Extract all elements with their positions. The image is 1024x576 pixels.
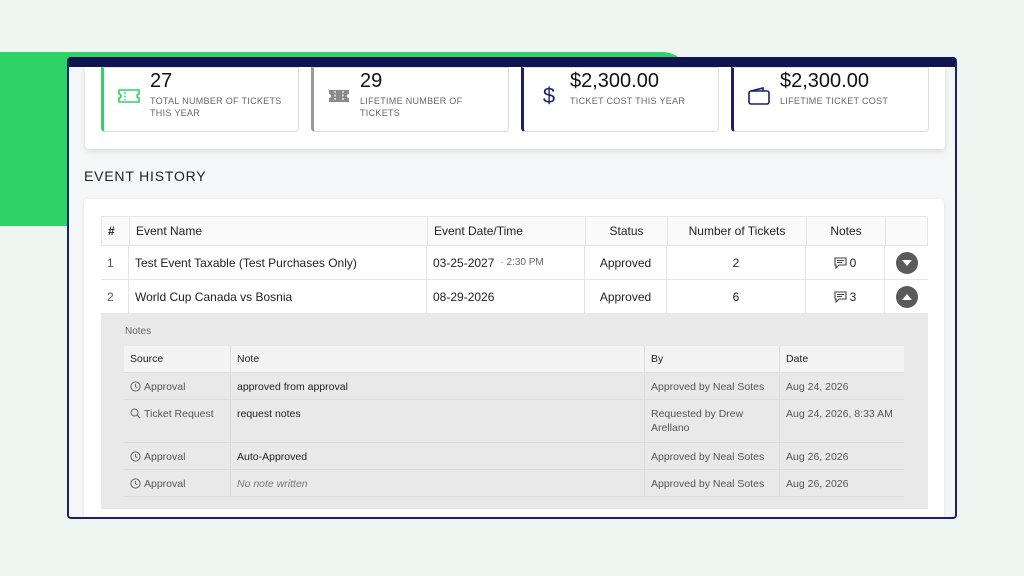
tickets-icon [326,84,352,108]
stat-label: LIFETIME NUMBER OF TICKETS [360,96,463,118]
note-author: Requested by Drew Arellano [645,400,780,442]
note-source: Approval [124,373,231,399]
stat-card-lifetime-tickets: 29 LIFETIME NUMBER OF TICKETS [311,67,509,132]
note-source: Approval [124,470,231,496]
column-header-actions [886,217,929,245]
event-date-value: 03-25-2027 [433,255,495,270]
notes-header-row: Source Note By Date [124,346,904,373]
note-row: Ticket Request request notes Requested b… [124,400,904,443]
row-number: 2 [101,280,129,313]
column-header: Number of Tickets [668,217,807,245]
event-name: World Cup Canada vs Bosnia [129,280,427,313]
column-header: By [645,346,780,372]
note-source-label: Approval [144,381,186,393]
note-source-label: Ticket Request [144,408,214,420]
ticket-count: 2 [667,246,806,279]
event-status: Approved [585,280,667,313]
expand-row-button[interactable] [895,251,918,274]
stat-card-lifetime-cost: $2,300.00 LIFETIME TICKET COST [731,67,929,132]
notes-count: 0 [806,246,885,279]
note-date: Aug 24, 2026 [786,381,849,393]
note-source: Ticket Request [124,400,231,442]
note-author: Approved by Neal Sotes [645,443,780,469]
note-text: request notes [231,400,645,442]
stat-label: TICKET COST THIS YEAR [570,96,686,106]
column-header: Source [124,346,231,372]
notes-count-value: 0 [849,255,857,270]
event-time: · 2:30 PM [500,257,544,268]
note-date: Aug 26, 2026 [786,451,849,463]
stat-label: LIFETIME TICKET COST [780,96,889,106]
chevron-down-icon [901,259,912,266]
comment-icon [834,256,847,269]
note-text: Auto-Approved [231,443,645,469]
note-source-label: Approval [144,451,186,463]
clock-icon [130,381,141,392]
notes-count-value: 3 [849,289,857,304]
event-date: 08-29-2026 [427,280,585,313]
table-row[interactable]: 1 Test Event Taxable (Test Purchases Onl… [101,246,928,280]
note-row: Approval Auto-Approved Approved by Neal … [124,443,904,470]
note-date: Aug 24, 2026, 8:33 AM [786,408,893,420]
ticket-icon [116,84,142,108]
event-date-value: 08-29-2026 [433,289,495,304]
comment-icon [834,290,847,303]
column-header: # [102,217,130,245]
notes-title: Notes [125,326,152,337]
note-text: No note written [231,470,645,496]
note-date: Aug 26, 2026 [786,478,849,490]
row-actions [885,246,928,279]
note-text: approved from approval [231,373,645,399]
event-date: 03-25-2027 · 2:30 PM [427,246,585,279]
stat-value: 29 [360,70,383,92]
event-history-panel: # Event Name Event Date/Time Status Numb… [84,199,944,517]
clock-icon [130,478,141,489]
clock-icon [130,451,141,462]
table-header-row: # Event Name Event Date/Time Status Numb… [101,216,928,246]
note-row: Approval approved from approval Approved… [124,373,904,400]
table-row[interactable]: 2 World Cup Canada vs Bosnia 08-29-2026 … [101,280,928,314]
app-window: 27 TOTAL NUMBER OF TICKETS THIS YEAR 29 … [67,57,957,519]
column-header: Status [586,217,668,245]
section-title: EVENT HISTORY [84,168,207,184]
column-header: Date [786,353,809,365]
notes-expanded-panel: Notes Source Note By Date Approval appro… [101,314,928,508]
dollar-icon: $ [542,83,556,108]
stat-value: $2,300.00 [570,70,659,92]
note-source-label: Approval [144,478,186,490]
column-header: Note [231,346,645,372]
search-icon [130,408,141,419]
note-author: Approved by Neal Sotes [645,373,780,399]
stat-label: TOTAL NUMBER OF TICKETS THIS YEAR [150,96,282,118]
chevron-up-icon [901,293,912,300]
row-number: 1 [101,246,129,279]
event-table: # Event Name Event Date/Time Status Numb… [101,216,928,517]
collapse-row-button[interactable] [895,285,918,308]
notes-count: 3 [806,280,885,313]
table-row [101,508,928,517]
column-header: Event Date/Time [428,217,586,245]
column-header: Notes [807,217,886,245]
row-actions [885,280,928,313]
stat-value: $2,300.00 [780,70,869,92]
wallet-icon [746,84,772,108]
note-row: Approval No note written Approved by Nea… [124,470,904,497]
stats-panel: 27 TOTAL NUMBER OF TICKETS THIS YEAR 29 … [85,67,945,149]
event-name: Test Event Taxable (Test Purchases Only) [129,246,427,279]
column-header: Event Name [130,217,428,245]
ticket-count: 6 [667,280,806,313]
stat-value: 27 [150,70,173,92]
note-author: Approved by Neal Sotes [645,470,780,496]
stat-card-tickets-this-year: 27 TOTAL NUMBER OF TICKETS THIS YEAR [101,67,299,132]
event-status: Approved [585,246,667,279]
note-source: Approval [124,443,231,469]
notes-table: Source Note By Date Approval approved fr… [124,346,904,497]
stat-card-cost-this-year: $ $2,300.00 TICKET COST THIS YEAR [521,67,719,132]
